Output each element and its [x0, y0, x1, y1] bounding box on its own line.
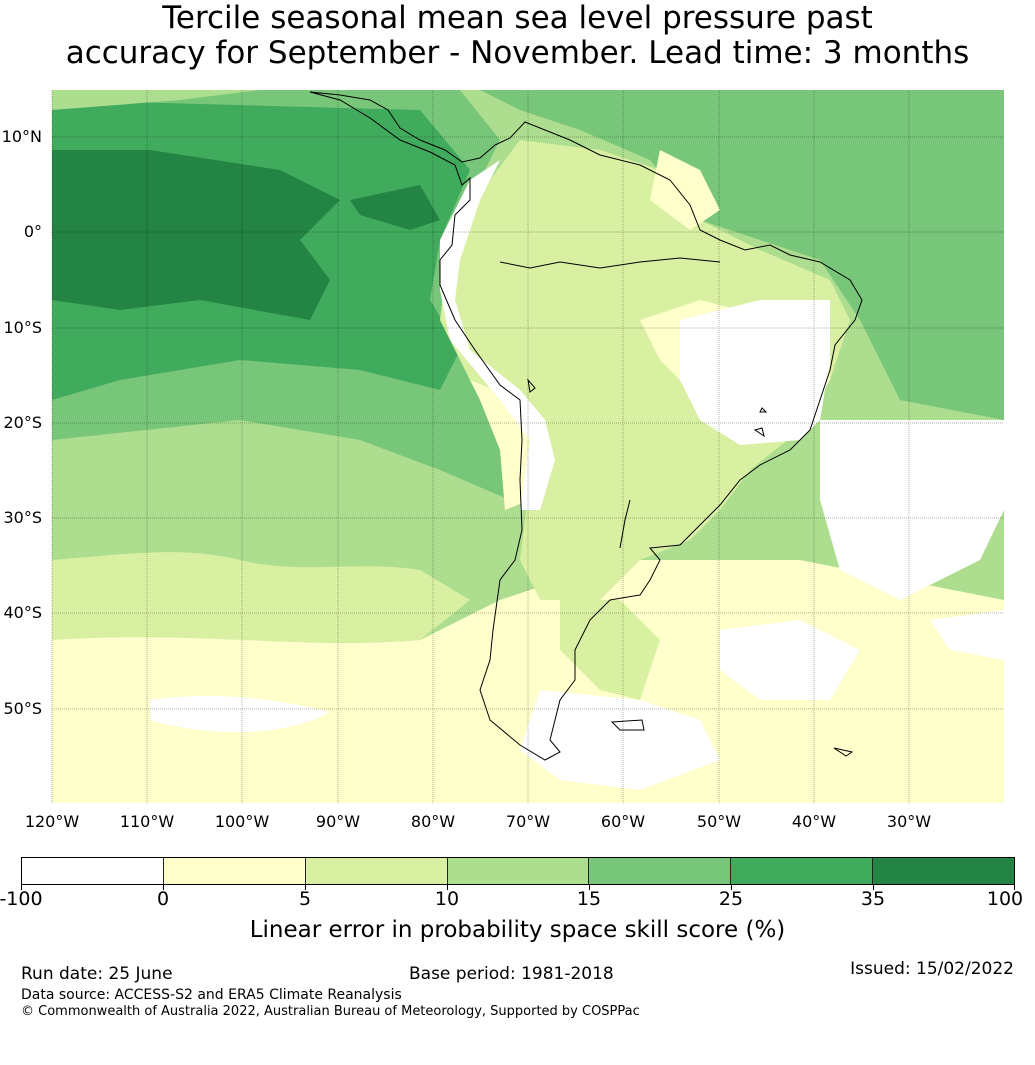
colorbar-tick-label: 0 [156, 888, 170, 910]
inland-lakes [753, 407, 768, 438]
colorbar-label: Linear error in probability space skill … [249, 917, 786, 943]
chart-title-line-1: Tercile seasonal mean sea level pressure… [162, 0, 873, 36]
lake-titicaca [527, 378, 536, 393]
skill-field [52, 90, 1004, 803]
south-georgia [833, 747, 854, 757]
lat-label-50s: 50°S [3, 699, 42, 718]
lon-label-90w: 90°W [315, 812, 361, 831]
chart-title-line-2: accuracy for September - November. Lead … [65, 35, 970, 71]
colorbar-tickmark [305, 885, 306, 890]
colorbar-segment [22, 858, 164, 884]
lon-label-40w: 40°W [791, 812, 837, 831]
data-source: Data source: ACCESS-S2 and ERA5 Climate … [21, 987, 402, 1003]
colorbar-tickmark [21, 885, 22, 890]
lon-label-30w: 30°W [886, 812, 932, 831]
colorbar-tickmark [163, 885, 164, 890]
colorbar-tickmark [447, 885, 448, 890]
lon-label-60w: 60°W [600, 812, 646, 831]
colorbar-tick-label: 25 [718, 888, 744, 910]
colorbar-tick-label: -100 [0, 888, 43, 910]
lat-label-10n: 10°N [1, 127, 42, 146]
colorbar-tick-label: 15 [576, 888, 602, 910]
lon-label-100w: 100°W [214, 812, 270, 831]
skill-score-map [51, 90, 1004, 803]
lon-label-120w: 120°W [24, 812, 80, 831]
colorbar-tick-label: 5 [298, 888, 312, 910]
parana-river [619, 499, 631, 549]
colorbar-tickmark [873, 885, 874, 890]
colorbar-tickmark [589, 885, 590, 890]
lat-label-20s: 20°S [3, 413, 42, 432]
lon-label-80w: 80°W [410, 812, 456, 831]
colorbar-segment [731, 858, 874, 884]
colorbar-tick-label: 100 [986, 888, 1024, 910]
lon-label-110w: 110°W [119, 812, 175, 831]
colorbar-tickmark [731, 885, 732, 890]
colorbar-segment [447, 858, 590, 884]
lat-label-30s: 30°S [3, 508, 42, 527]
lon-label-50w: 50°W [696, 812, 742, 831]
amazon-river [499, 257, 721, 269]
grid-lines [51, 90, 1004, 803]
colorbar-tickmark [1014, 885, 1015, 890]
colorbar-tick-label: 10 [434, 888, 460, 910]
run-date: Run date: 25 June [21, 964, 173, 984]
colorbar-segment [589, 858, 732, 884]
lat-label-10s: 10°S [3, 318, 42, 337]
lon-label-70w: 70°W [505, 812, 551, 831]
copyright-notice: © Commonwealth of Australia 2022, Austra… [21, 1004, 640, 1019]
base-period: Base period: 1981-2018 [409, 964, 614, 984]
colorbar-segment [873, 858, 1015, 884]
lat-label-0: 0° [23, 222, 42, 241]
issued-date: Issued: 15/02/2022 [850, 959, 1014, 979]
south-america-coastline [309, 91, 863, 761]
lat-label-40s: 40°S [3, 603, 42, 622]
colorbar-segment [305, 858, 448, 884]
colorbar [21, 857, 1015, 885]
colorbar-segment [163, 858, 306, 884]
falkland-islands [610, 719, 645, 731]
colorbar-tick-label: 35 [860, 888, 886, 910]
